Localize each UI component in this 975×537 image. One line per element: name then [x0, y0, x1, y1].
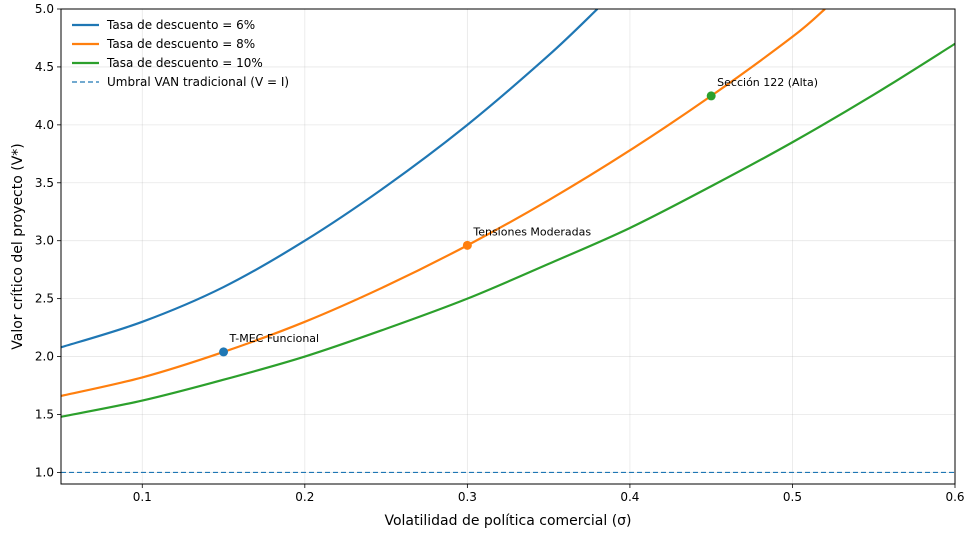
series-layer	[61, 9, 955, 474]
y-tick-label: 1.5	[35, 407, 54, 421]
plot-frame	[60, 8, 956, 485]
x-tick-label: 0.1	[133, 490, 152, 504]
x-tick-label: 0.5	[783, 490, 802, 504]
legend: Tasa de descuento = 6% Tasa de descuento …	[72, 18, 289, 89]
legend-label-3: Tasa de descuento = 10%	[106, 56, 263, 70]
y-tick-label: 2.5	[35, 292, 54, 306]
x-axis-label: Volatilidad de política comercial (σ)	[384, 513, 631, 529]
scenario-point-1	[219, 347, 229, 357]
legend-label-4: Umbral VAN tradicional (V = I)	[107, 75, 289, 89]
y-tick-label: 4.5	[35, 60, 54, 74]
scenario-point-3	[706, 91, 716, 101]
series-line-3	[61, 42, 955, 418]
ticks-layer: 0.1 0.2 0.3 0.4 0.5 0.6 1.0 1.5 2.0 2.5 3.0 3.5 4.0 4…	[35, 2, 965, 504]
x-tick-label: 0.6	[945, 490, 964, 504]
series-line-1	[61, 9, 599, 349]
y-axis-label: Valor crítico del proyecto (V*)	[10, 143, 26, 350]
y-tick-label: 1.0	[35, 465, 54, 479]
scenario-label-3: Sección 122 (Alta)	[717, 76, 818, 89]
y-tick-label: 2.0	[35, 350, 54, 364]
x-tick-label: 0.2	[295, 490, 314, 504]
scenario-label-1: T-MEC Funcional	[229, 332, 320, 345]
legend-label-2: Tasa de descuento = 8%	[106, 37, 255, 51]
points-layer: T-MEC Funcional Tensiones Moderadas Secció…	[219, 76, 818, 357]
x-tick-label: 0.4	[620, 490, 639, 504]
x-tick-label: 0.3	[458, 490, 477, 504]
y-tick-label: 3.0	[35, 234, 54, 248]
legend-label-1: Tasa de descuento = 6%	[106, 18, 255, 32]
y-tick-label: 3.5	[35, 176, 54, 190]
y-tick-label: 4.0	[35, 118, 54, 132]
scenario-label-2: Tensiones Moderadas	[472, 225, 591, 238]
y-tick-label: 5.0	[35, 2, 54, 16]
scenario-point-2	[462, 240, 472, 250]
